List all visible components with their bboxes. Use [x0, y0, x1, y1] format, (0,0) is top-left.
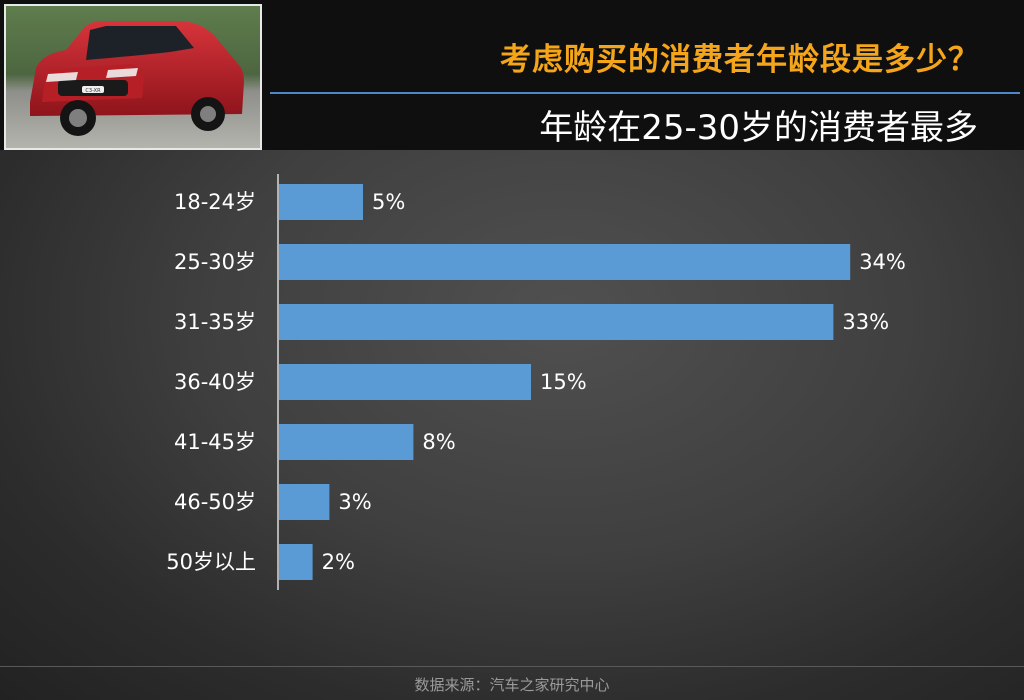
- value-label: 15%: [540, 370, 587, 394]
- car-photo: C3-XR: [4, 4, 262, 150]
- value-label: 34%: [859, 250, 906, 274]
- value-label: 8%: [422, 430, 455, 454]
- value-label: 3%: [338, 490, 371, 514]
- bar: [279, 364, 531, 400]
- bar: [279, 244, 851, 280]
- category-label: 41-45岁: [174, 430, 256, 454]
- header-bar: C3-XR 考虑购买的消费者年龄段是多少？ 年龄在25-30岁的消费者最多: [0, 0, 1024, 150]
- age-bar-chart: 18-24岁 5% 25-30岁 34% 31-35岁 33% 36-40岁 15% 41-45…: [166, 174, 906, 590]
- bar: [279, 544, 313, 580]
- source-note: 数据来源：汽车之家研究中心: [414, 676, 610, 694]
- category-label: 18-24岁: [174, 190, 256, 214]
- bar: [279, 484, 330, 520]
- category-label: 36-40岁: [174, 370, 256, 394]
- value-label: 33%: [842, 310, 889, 334]
- value-label: 2%: [322, 550, 355, 574]
- bar: [279, 304, 834, 340]
- car-illustration: C3-XR: [6, 6, 260, 148]
- page-subtitle: 年龄在25-30岁的消费者最多: [539, 108, 978, 148]
- category-label: 31-35岁: [174, 310, 256, 334]
- car-badge: C3-XR: [85, 88, 101, 94]
- bar: [279, 424, 414, 460]
- category-label: 50岁以上: [166, 550, 256, 574]
- footer-divider: [0, 666, 1024, 667]
- title-divider: [270, 92, 1020, 94]
- page-title: 考虑购买的消费者年龄段是多少？: [500, 42, 980, 78]
- value-label: 5%: [372, 190, 405, 214]
- bar: [279, 184, 363, 220]
- category-label: 46-50岁: [174, 490, 256, 514]
- category-label: 25-30岁: [174, 250, 256, 274]
